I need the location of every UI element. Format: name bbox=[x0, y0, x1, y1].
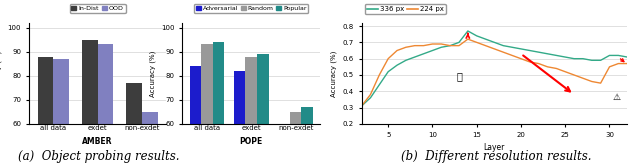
Bar bbox=[98, 44, 113, 163]
Line: 336 px: 336 px bbox=[362, 31, 627, 106]
Text: (a)  Object probing results.: (a) Object probing results. bbox=[19, 150, 180, 163]
Bar bbox=[82, 40, 98, 163]
224 px bbox=[499, 51, 507, 53]
Bar bbox=[245, 57, 257, 163]
X-axis label: Layer: Layer bbox=[484, 143, 505, 152]
336 px bbox=[376, 84, 383, 86]
224 px bbox=[464, 38, 472, 40]
336 px bbox=[570, 58, 578, 60]
336 px bbox=[614, 54, 622, 56]
Y-axis label: Accuracy (%): Accuracy (%) bbox=[0, 50, 2, 96]
336 px bbox=[605, 54, 613, 56]
224 px bbox=[588, 81, 596, 82]
Legend: Adversarial, Random, Popular: Adversarial, Random, Popular bbox=[194, 4, 308, 13]
336 px bbox=[473, 35, 481, 37]
224 px bbox=[561, 71, 569, 73]
336 px bbox=[499, 45, 507, 47]
224 px bbox=[376, 74, 383, 76]
224 px bbox=[446, 45, 454, 47]
224 px bbox=[384, 58, 392, 60]
Y-axis label: Accuracy (%): Accuracy (%) bbox=[149, 50, 156, 96]
224 px bbox=[526, 61, 534, 63]
Bar bbox=[290, 112, 301, 163]
336 px bbox=[544, 53, 552, 55]
224 px bbox=[570, 74, 578, 76]
224 px bbox=[597, 82, 605, 84]
336 px bbox=[358, 105, 365, 107]
336 px bbox=[490, 41, 498, 43]
336 px bbox=[464, 30, 472, 32]
336 px bbox=[402, 59, 410, 61]
336 px bbox=[429, 50, 436, 52]
224 px bbox=[535, 63, 543, 65]
224 px bbox=[393, 50, 401, 52]
224 px bbox=[623, 63, 631, 65]
336 px bbox=[482, 38, 490, 40]
Legend: In-Dist, OOD: In-Dist, OOD bbox=[70, 4, 125, 13]
224 px bbox=[411, 45, 419, 47]
336 px bbox=[517, 48, 525, 50]
Bar bbox=[142, 112, 157, 163]
336 px bbox=[384, 71, 392, 73]
336 px bbox=[535, 51, 543, 53]
336 px bbox=[623, 56, 631, 58]
224 px bbox=[579, 77, 587, 79]
Bar bbox=[301, 107, 313, 163]
224 px bbox=[605, 66, 613, 68]
224 px bbox=[429, 43, 436, 45]
224 px bbox=[508, 54, 516, 56]
336 px bbox=[367, 97, 374, 99]
Bar bbox=[212, 42, 224, 163]
224 px bbox=[552, 67, 560, 69]
336 px bbox=[438, 46, 445, 48]
224 px bbox=[544, 66, 552, 68]
336 px bbox=[561, 56, 569, 58]
Text: 💡: 💡 bbox=[456, 71, 462, 81]
336 px bbox=[455, 41, 463, 43]
224 px bbox=[517, 58, 525, 60]
224 px bbox=[402, 46, 410, 48]
X-axis label: POPE: POPE bbox=[239, 137, 263, 146]
336 px bbox=[508, 46, 516, 48]
224 px bbox=[420, 45, 428, 47]
Bar bbox=[201, 44, 212, 163]
Bar bbox=[38, 57, 53, 163]
Bar bbox=[278, 129, 290, 163]
336 px bbox=[420, 53, 428, 55]
Bar bbox=[234, 71, 245, 163]
224 px bbox=[358, 105, 365, 107]
Y-axis label: Accuracy (%): Accuracy (%) bbox=[331, 50, 337, 96]
336 px bbox=[579, 58, 587, 60]
224 px bbox=[473, 41, 481, 43]
336 px bbox=[588, 59, 596, 61]
Text: ⚠️: ⚠️ bbox=[612, 92, 621, 102]
Bar bbox=[257, 54, 269, 163]
336 px bbox=[446, 45, 454, 47]
336 px bbox=[597, 59, 605, 61]
224 px bbox=[490, 48, 498, 50]
Bar bbox=[127, 83, 142, 163]
224 px bbox=[367, 94, 374, 96]
224 px bbox=[455, 45, 463, 47]
Bar bbox=[53, 59, 68, 163]
224 px bbox=[614, 63, 622, 65]
224 px bbox=[438, 43, 445, 45]
Legend: 336 px, 224 px: 336 px, 224 px bbox=[365, 4, 446, 14]
Bar bbox=[189, 66, 201, 163]
224 px bbox=[482, 45, 490, 47]
336 px bbox=[552, 54, 560, 56]
336 px bbox=[526, 50, 534, 52]
Line: 224 px: 224 px bbox=[362, 39, 627, 106]
336 px bbox=[393, 64, 401, 66]
X-axis label: AMBER: AMBER bbox=[83, 137, 113, 146]
Text: (b)  Different resolution results.: (b) Different resolution results. bbox=[401, 150, 591, 163]
336 px bbox=[411, 56, 419, 58]
